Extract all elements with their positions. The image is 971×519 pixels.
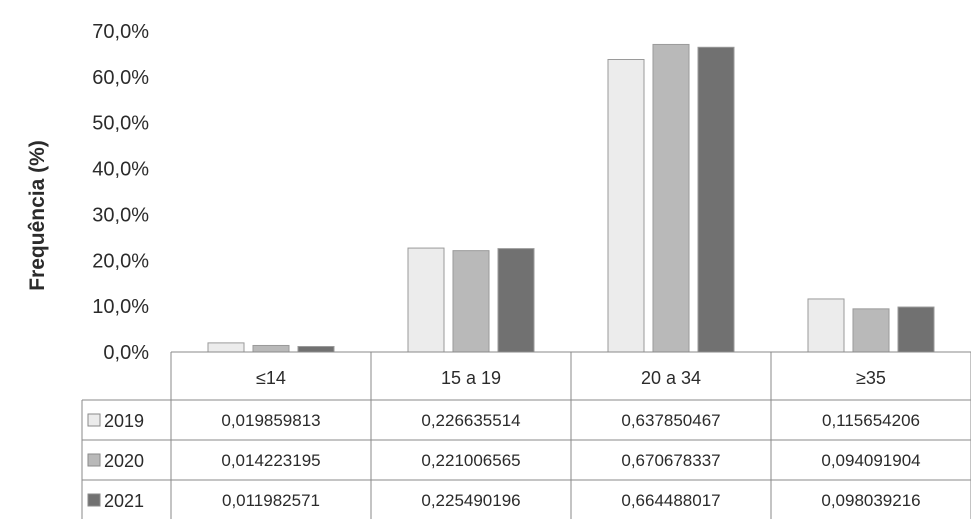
category-label: 20 a 34 [641,368,701,388]
bar-2019-3 [607,59,645,353]
table-cell-value: 0,225490196 [421,491,520,510]
y-axis-label-group: Frequência (%) [26,140,49,291]
y-tick-label: 50,0% [92,113,149,135]
y-tick-label: 30,0% [92,204,149,226]
bar-2020-3 [652,43,690,353]
series-label-2021: 2021 [104,491,144,511]
bar-2020-4 [852,308,890,353]
table-cell-value: 0,226635514 [421,411,520,430]
data-table: ≤14 15 a 19 20 a 34 ≥35 2019 0,019859813 0,226… [81,351,971,519]
bar-2019-1 [207,342,245,353]
legend-swatch-2019 [87,413,101,427]
legend-swatch-2020 [87,453,101,467]
y-axis-label: Frequência (%) [26,140,49,291]
bars [207,43,935,353]
table-cell-value: 0,664488017 [621,491,720,510]
bar-2020-1 [252,344,290,353]
bar-2021-2 [497,248,535,353]
table-cell-value: 0,011982571 [222,491,320,510]
bar-2019-4 [807,298,845,353]
series-label-2019: 2019 [104,411,144,431]
y-tick-label: 40,0% [92,159,149,181]
series-label-2020: 2020 [104,451,144,471]
table-cell-value: 0,670678337 [621,451,720,470]
y-tick-label: 70,0% [92,21,149,43]
table-cell-value: 0,098039216 [821,491,920,510]
bar-2019-2 [407,247,445,353]
y-axis-ticks: 0,0% 10,0% 20,0% 30,0% 40,0% 50,0% 60,0% 70,0% [92,21,149,364]
table-cell-value: 0,637850467 [621,411,720,430]
table-cell-value: 0,014223195 [221,451,320,470]
table-cell-value: 0,221006565 [421,451,520,470]
y-tick-label: 60,0% [92,67,149,89]
y-tick-label: 0,0% [103,342,149,364]
legend-swatch-2021 [87,493,101,507]
table-cell-value: 0,019859813 [221,411,320,430]
category-label: ≤14 [256,368,286,388]
y-tick-label: 20,0% [92,250,149,272]
bar-2021-4 [897,306,935,353]
bar-2020-2 [452,250,490,353]
category-label: ≥35 [856,368,886,388]
table-cell-value: 0,094091904 [821,451,920,470]
y-tick-label: 10,0% [92,296,149,318]
bar-2021-3 [697,46,735,353]
category-label: 15 a 19 [441,368,501,388]
bar-2021-1 [297,346,335,353]
table-cell-value: 0,115654206 [822,411,920,430]
